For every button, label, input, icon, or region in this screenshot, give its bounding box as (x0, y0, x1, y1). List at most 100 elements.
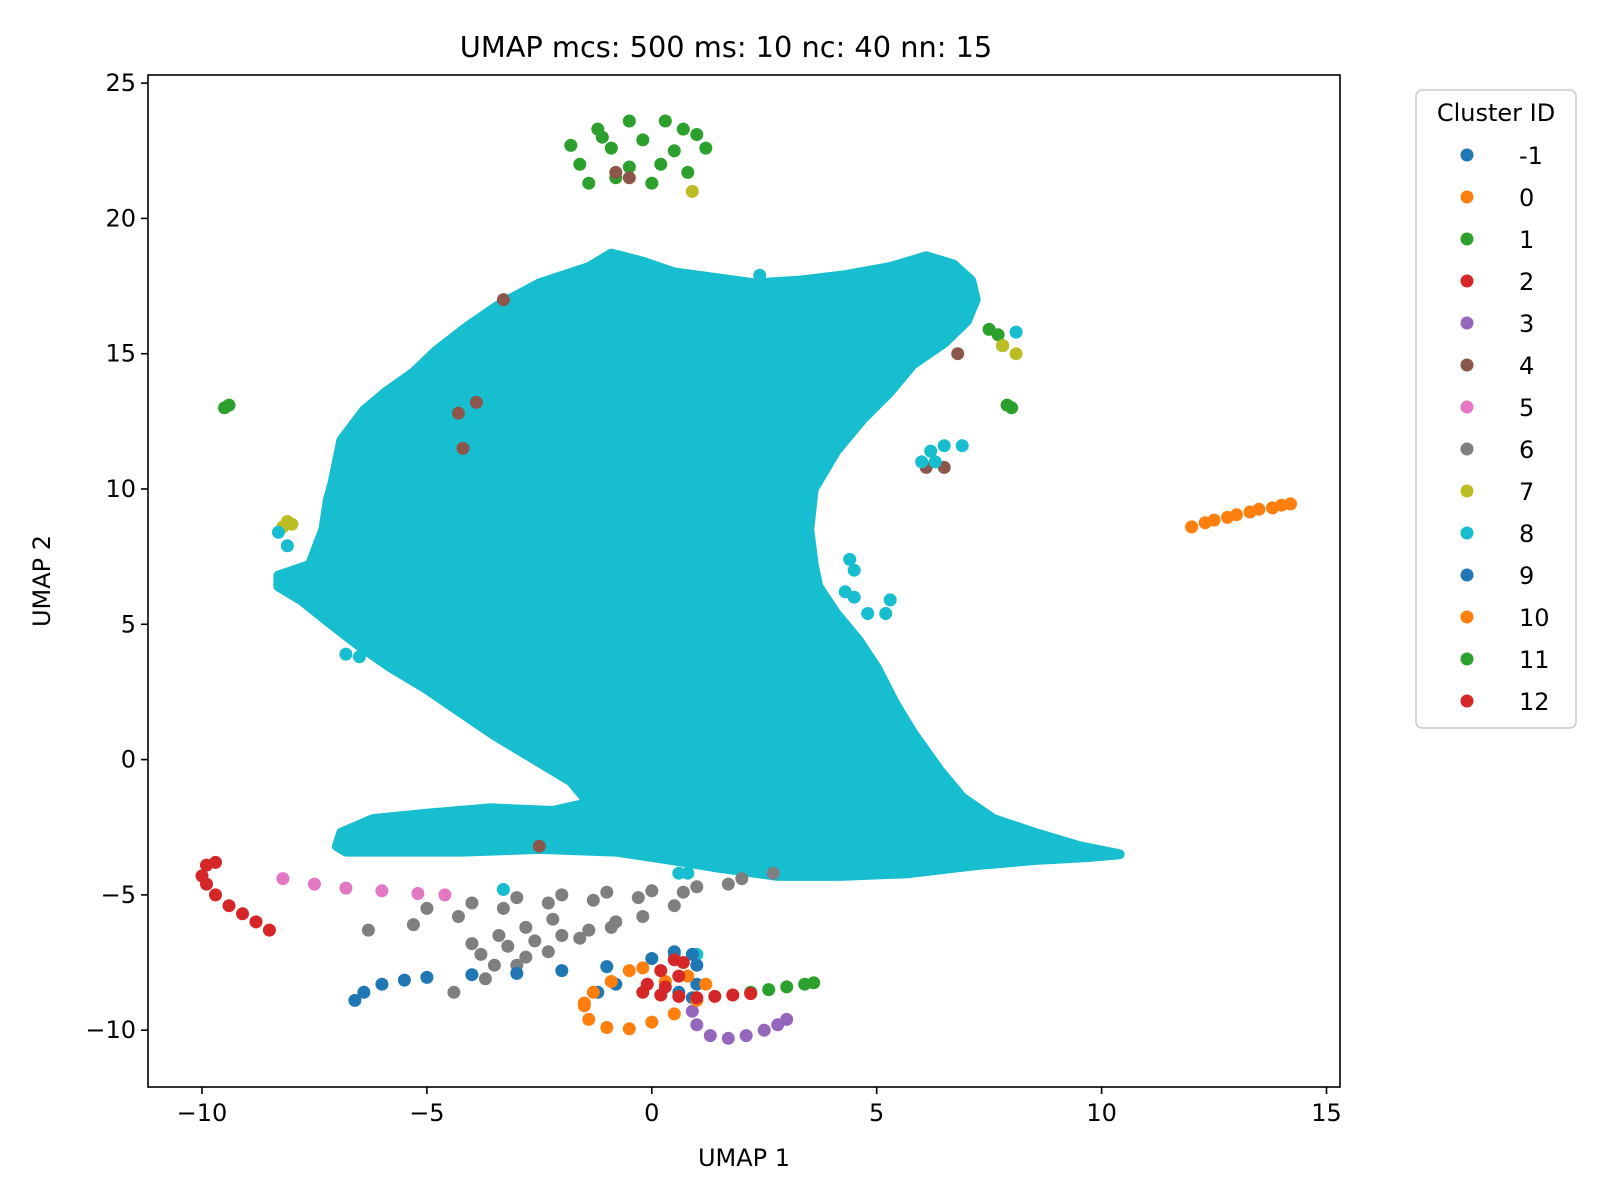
point-cluster-12 (640, 977, 654, 991)
point-cluster-8 (397, 642, 411, 656)
series-cluster-1 (218, 114, 1019, 415)
legend-label: 11 (1519, 646, 1550, 674)
point-cluster-4 (496, 293, 510, 307)
point-cluster-6 (600, 885, 614, 899)
point-cluster-1 (681, 165, 695, 179)
point-cluster-8 (928, 455, 942, 469)
point-cluster-6 (541, 945, 555, 959)
point-cluster-9 (600, 960, 614, 974)
series-cluster-4 (451, 165, 965, 853)
legend-marker (1460, 316, 1474, 330)
point-cluster-6 (447, 985, 461, 999)
point-cluster-2 (249, 915, 263, 929)
point-cluster-5 (438, 888, 452, 902)
point-cluster-1 (222, 398, 236, 412)
point-cluster-10 (645, 1015, 659, 1029)
point-cluster-6 (667, 899, 681, 913)
point-cluster-9 (685, 947, 699, 961)
legend-marker (1460, 358, 1474, 372)
legend-label: 3 (1519, 310, 1534, 338)
point-cluster-6 (555, 929, 569, 942)
point-cluster-12 (708, 989, 722, 1003)
point-cluster-6 (465, 937, 479, 951)
point-cluster-6 (501, 939, 515, 953)
legend-marker (1460, 442, 1474, 456)
point-cluster-10 (622, 964, 636, 978)
point-cluster-12 (676, 956, 690, 969)
legend-label: 7 (1519, 478, 1534, 506)
point-cluster-8 (339, 647, 353, 661)
x-tick-label: −5 (409, 1099, 444, 1127)
point-cluster-6 (519, 950, 533, 964)
point-cluster-12 (672, 989, 686, 1003)
point-cluster-8 (847, 563, 861, 577)
point-cluster-8 (753, 268, 767, 282)
point-cluster-4 (951, 347, 965, 361)
point-cluster-1 (676, 122, 690, 136)
legend-label: 6 (1519, 436, 1534, 464)
point-cluster-8 (271, 525, 285, 539)
point-cluster-9 (690, 977, 704, 991)
legend-label: 0 (1519, 184, 1534, 212)
point-cluster-8 (847, 590, 861, 604)
point-cluster-1 (654, 157, 668, 171)
point-cluster-9 (690, 958, 704, 972)
point-cluster-5 (375, 884, 389, 898)
point-cluster-3 (703, 1029, 717, 1043)
point-cluster-9 (465, 968, 479, 982)
point-cluster-8 (1009, 325, 1023, 339)
point-cluster-6 (487, 958, 501, 972)
legend-label: 10 (1519, 604, 1550, 632)
point-cluster-0 (1284, 497, 1297, 511)
point-cluster-8 (915, 455, 929, 469)
legend-marker (1460, 568, 1474, 582)
point-cluster-8 (897, 360, 911, 374)
legend-entry: 12 (1460, 688, 1550, 716)
legend-entry: 3 (1460, 310, 1534, 338)
point-cluster-1 (690, 128, 704, 141)
point-cluster-10 (667, 1007, 681, 1021)
y-tick-label: −10 (85, 1016, 136, 1044)
point-cluster-6 (510, 891, 524, 905)
point-cluster-2 (236, 907, 249, 921)
point-cluster-6 (492, 929, 506, 942)
series-cluster-6 (361, 866, 780, 999)
point-cluster-10 (699, 977, 713, 991)
point-cluster-3 (780, 1012, 794, 1026)
chart-title: UMAP mcs: 500 ms: 10 nc: 40 nn: 15 (460, 30, 992, 64)
point-cluster-10 (604, 975, 618, 988)
legend-marker (1460, 652, 1474, 666)
x-tick-label: 10 (1086, 1099, 1117, 1127)
x-tick-label: −10 (177, 1099, 228, 1127)
legend-label: 12 (1519, 688, 1550, 716)
point-cluster-8 (384, 644, 398, 658)
point-cluster-9 (645, 952, 659, 965)
point-cluster-1 (595, 130, 609, 144)
point-cluster-1 (564, 138, 578, 152)
legend-marker (1460, 190, 1474, 204)
legend-entry: -1 (1460, 142, 1543, 170)
legend-entry: 10 (1460, 604, 1550, 632)
point-cluster-12 (654, 964, 668, 978)
point-cluster-0 (1198, 516, 1212, 530)
point-cluster-3 (690, 1018, 704, 1032)
point-cluster-8 (672, 866, 686, 880)
legend-label: 8 (1519, 520, 1534, 548)
legend-entry: 9 (1460, 562, 1534, 590)
axes-frame (147, 74, 1341, 1088)
point-cluster-5 (411, 887, 425, 900)
point-cluster-8 (843, 552, 857, 566)
legend-label: 9 (1519, 562, 1534, 590)
point-cluster-8 (955, 439, 969, 453)
legend-entry: 6 (1460, 436, 1534, 464)
point-cluster-9 (420, 970, 434, 984)
point-cluster-10 (681, 969, 695, 983)
point-cluster-6 (609, 915, 623, 929)
point-cluster-5 (276, 872, 290, 886)
point-cluster-12 (690, 991, 704, 1005)
point-cluster-6 (361, 923, 375, 937)
legend-entry: 4 (1460, 352, 1534, 380)
legend-marker (1460, 526, 1474, 540)
point-cluster-10 (636, 961, 650, 975)
